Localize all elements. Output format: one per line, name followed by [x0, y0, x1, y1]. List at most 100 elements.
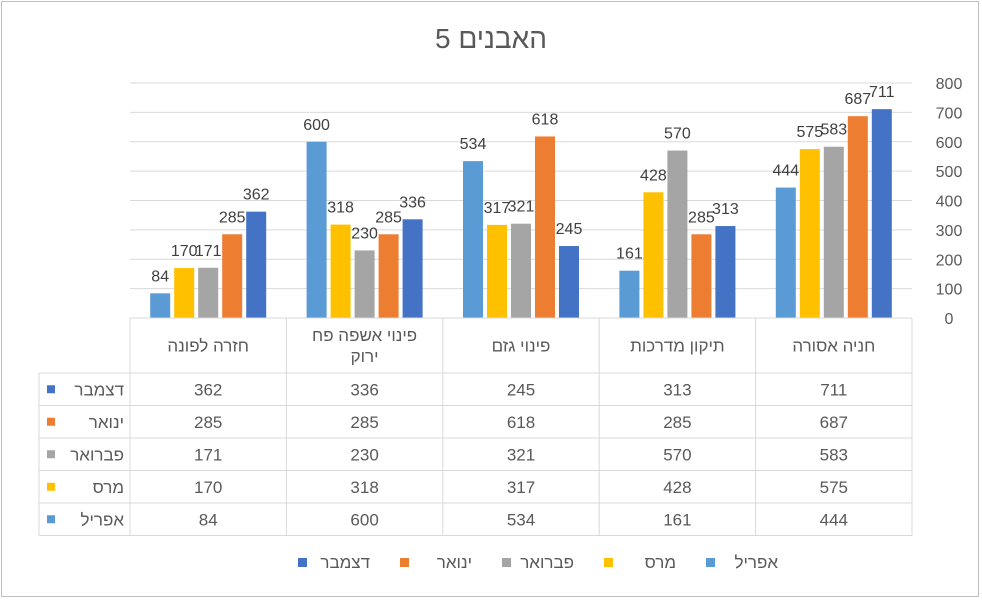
table-cell: 600 [350, 510, 378, 529]
data-label: 317 [484, 200, 511, 217]
legend-label: ינואר [437, 553, 472, 572]
data-label: 711 [869, 84, 895, 101]
data-label: 575 [796, 124, 823, 141]
y-tick-label: 800 [936, 76, 963, 93]
bar [150, 293, 171, 318]
legend-swatch [604, 558, 613, 567]
table-row-header: אפריל [80, 510, 124, 529]
data-label: 618 [532, 111, 559, 128]
table-cell: 570 [663, 445, 691, 464]
data-label: 285 [688, 209, 715, 226]
table-cell: 285 [663, 413, 691, 432]
category-label: תיקון מדרכות [630, 337, 725, 356]
bar [198, 267, 219, 318]
data-label: 285 [375, 209, 402, 226]
table-cell: 336 [350, 380, 378, 399]
table-cell: 575 [820, 478, 848, 497]
data-label: 444 [772, 163, 799, 180]
data-label: 161 [616, 246, 643, 263]
data-label: 583 [820, 122, 847, 139]
table-cell: 534 [507, 510, 535, 529]
bar [715, 226, 736, 318]
bar [559, 246, 579, 318]
category-label: פינוי אשפה פח [312, 326, 417, 345]
legend: דצמבר ינואר פברואר מרס אפריל [298, 553, 778, 572]
y-tick-label: 100 [936, 282, 963, 299]
data-label: 687 [844, 91, 871, 108]
table-cell: 84 [199, 510, 218, 529]
bar [378, 234, 399, 318]
legend-label: דצמבר [320, 553, 370, 572]
table-row-header: דצמבר [74, 380, 124, 399]
table-cell: 171 [194, 445, 222, 464]
table-cell: 313 [663, 380, 691, 399]
data-label: 600 [303, 117, 330, 134]
bar [222, 234, 243, 318]
bar [847, 116, 868, 318]
bar [246, 211, 267, 318]
bar [463, 161, 483, 318]
bar [667, 150, 688, 318]
legend-swatch [502, 558, 511, 567]
data-label: 362 [243, 187, 270, 204]
table-cell: 285 [350, 413, 378, 432]
table-row-header: מרס [93, 478, 124, 497]
bar [402, 219, 423, 318]
chart-title: 5 האבנים [435, 23, 547, 54]
data-label: 170 [171, 243, 198, 260]
data-label: 570 [664, 126, 691, 143]
bar [643, 192, 664, 318]
bar [823, 146, 844, 318]
legend-swatch [298, 558, 307, 567]
legend-swatch [400, 558, 409, 567]
table-cell: 245 [507, 380, 535, 399]
category-label: פינוי גזם [492, 337, 551, 356]
table-cell: 583 [820, 445, 848, 464]
table-cell: 711 [820, 380, 847, 399]
data-label: 285 [219, 209, 246, 226]
bar [511, 223, 531, 318]
table-cell: 321 [507, 445, 535, 464]
table-cell: 687 [820, 413, 848, 432]
table-cell: 428 [663, 478, 691, 497]
legend-key [47, 385, 55, 394]
legend-swatch [706, 558, 715, 567]
data-label: 313 [712, 201, 739, 218]
table-cell: 618 [507, 413, 535, 432]
y-tick-label: 200 [936, 252, 963, 269]
bar [799, 149, 820, 318]
bar [330, 224, 351, 318]
data-label: 336 [399, 194, 426, 211]
bar [487, 224, 507, 318]
bars [150, 109, 892, 318]
y-tick-label: 500 [936, 164, 963, 181]
table-cell: 362 [194, 380, 222, 399]
data-label: 428 [640, 167, 667, 184]
legend-key [47, 450, 55, 459]
data-label: 171 [195, 243, 222, 260]
category-label: חניה אסורה [792, 337, 875, 356]
table-cell: 230 [350, 445, 378, 464]
bar [354, 250, 375, 318]
bar [619, 270, 640, 318]
data-label: 318 [327, 200, 354, 217]
legend-label: מרס [645, 553, 676, 572]
bar [306, 141, 327, 318]
data-table: חזרה לפונה פינוי אשפה פח ירוק פינוי גזם תיקו… [38, 317, 913, 536]
bar [174, 268, 195, 318]
table-cell: 170 [194, 478, 222, 497]
y-tick-label: 300 [936, 223, 963, 240]
y-axis-tick-labels: 0 100 200 300 400 500 600 700 800 [936, 76, 963, 328]
y-tick-label: 700 [936, 105, 963, 122]
category-label: חזרה לפונה [167, 337, 249, 356]
data-label: 321 [508, 199, 535, 216]
category-label: ירוק [351, 347, 379, 366]
bar [535, 136, 555, 318]
bar [691, 234, 712, 318]
bar [775, 187, 796, 318]
table-row-header: ינואר [89, 413, 124, 432]
data-label: 245 [556, 221, 583, 238]
legend-label: פברואר [520, 553, 574, 572]
table-cell: 318 [350, 478, 378, 497]
